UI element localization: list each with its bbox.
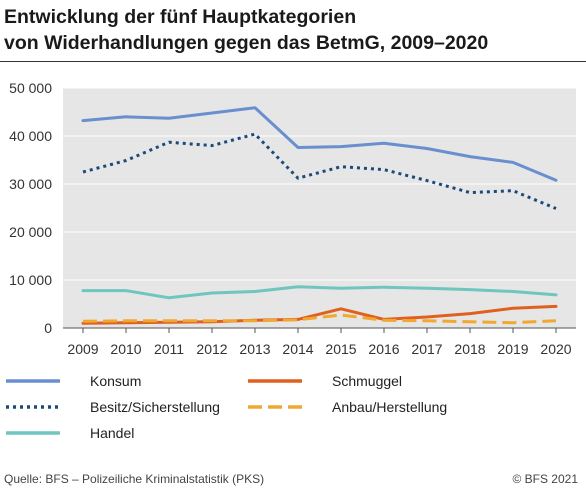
line-chart: 0 10 000 20 000 30 000 40 000 50 000 2009 2010 2… — [9, 80, 576, 357]
x-tick-label: 2013 — [239, 341, 270, 357]
y-tick-label: 10 000 — [9, 272, 52, 288]
legend-label: Handel — [90, 425, 135, 441]
y-tick-label: 20 000 — [9, 224, 52, 240]
chart-title-line-1: Entwicklung der fünf Hauptkategorien — [4, 6, 357, 28]
x-tick-label: 2012 — [196, 341, 227, 357]
y-tick-label: 40 000 — [9, 128, 52, 144]
x-tick-label: 2015 — [325, 341, 356, 357]
x-tick-label: 2009 — [67, 341, 98, 357]
x-tick-label: 2019 — [497, 341, 528, 357]
series-line-schmuggel — [81, 304, 558, 325]
legend-label: Besitz/Sicherstellung — [90, 399, 220, 415]
x-tick-label: 2014 — [282, 341, 313, 357]
y-tick-label: 50 000 — [9, 80, 52, 96]
chart-title-line-2: von Widerhandlungen gegen das BetmG, 200… — [4, 32, 489, 54]
legend-item-schmuggel: Schmuggel — [246, 370, 402, 392]
x-tick-label: 2010 — [110, 341, 141, 357]
legend-swatch — [248, 405, 302, 409]
legend-swatch — [248, 379, 302, 383]
legend-item-besitz-sicherstellung: Besitz/Sicherstellung — [4, 396, 220, 418]
legend-swatch — [6, 379, 60, 383]
x-tick-label: 2017 — [411, 341, 442, 357]
legend-label: Schmuggel — [332, 373, 403, 389]
legend-swatch — [6, 405, 60, 409]
x-tick-label: 2018 — [454, 341, 485, 357]
footer: Quelle: BFS – Polizeiliche Kriminalstati… — [0, 466, 586, 490]
legend-label: Konsum — [90, 373, 142, 389]
legend-item-konsum: Konsum — [4, 370, 141, 392]
x-tick-label: 2016 — [368, 341, 399, 357]
y-tick-label: 30 000 — [9, 176, 52, 192]
legend-item-anbau-herstellung: Anbau/Herstellung — [246, 396, 447, 418]
legend: Konsum Besitz/Sicherstellung Handel Schmugg… — [0, 362, 586, 452]
x-tick-label: 2011 — [154, 341, 184, 357]
chart-title: Entwicklung der fünf Hauptkategorien von… — [4, 4, 579, 56]
x-tick-label: 2020 — [540, 341, 571, 357]
y-tick-label: 0 — [44, 320, 52, 336]
title-divider — [0, 61, 586, 62]
legend-item-handel: Handel — [4, 422, 134, 444]
legend-swatch — [6, 431, 60, 435]
legend-label: Anbau/Herstellung — [332, 399, 448, 415]
series-line-handel — [81, 285, 558, 300]
copyright-note: © BFS 2021 — [512, 472, 578, 486]
series-line-konsum — [81, 106, 558, 182]
source-note: Quelle: BFS – Polizeiliche Kriminalstati… — [4, 472, 265, 486]
